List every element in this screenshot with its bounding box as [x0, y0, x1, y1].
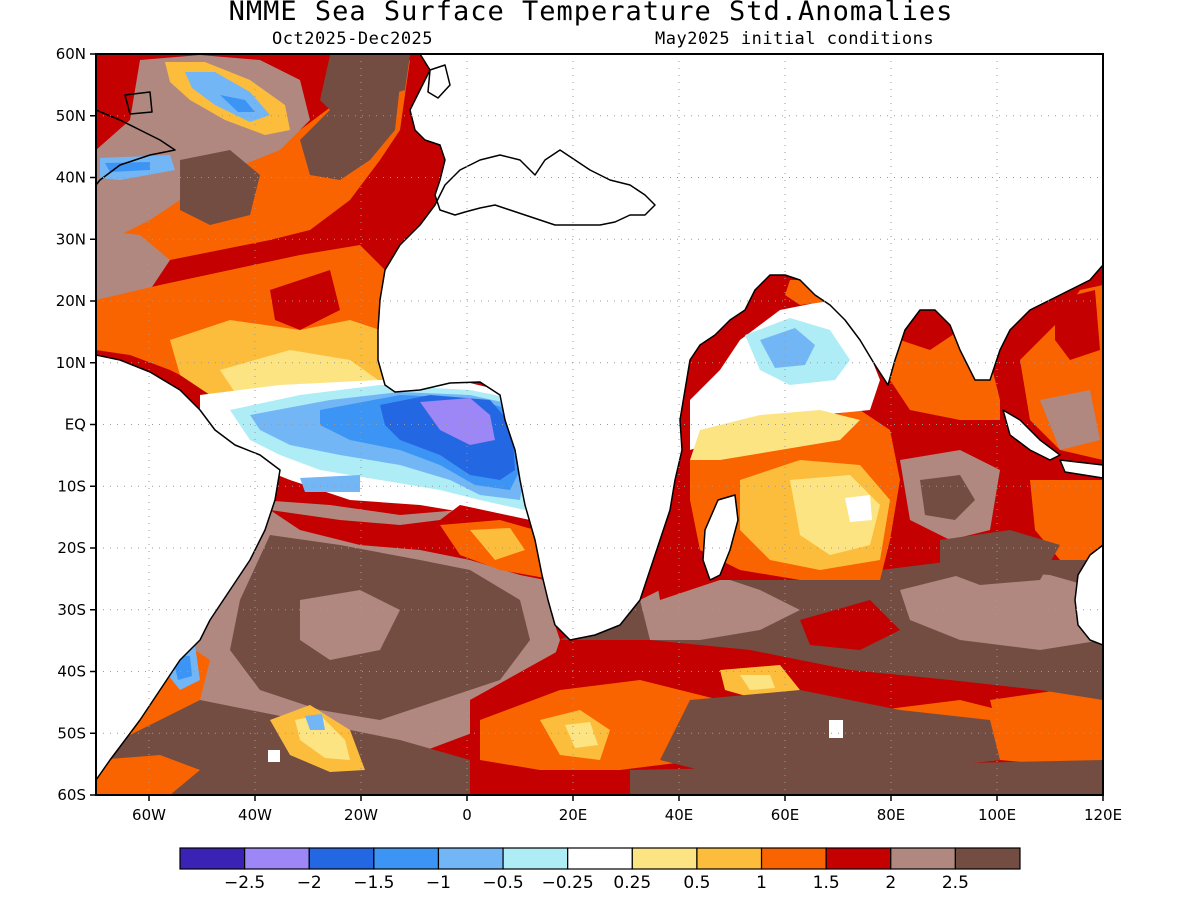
anomaly-region: [220, 95, 255, 112]
longitude-label: 40W: [238, 806, 272, 824]
colorbar-swatch: [760, 847, 827, 870]
anomaly-region: [470, 528, 525, 560]
longitude-label: 0: [462, 806, 472, 824]
colorbar-swatch: [244, 847, 310, 870]
longitude-label: 60W: [132, 806, 166, 824]
latitude-labels: 60N 50N 40N 30N 20N 10N EQ 10S 20S 30S 40S 50S 60S: [56, 45, 86, 804]
landmass: [268, 750, 280, 762]
latitude-label: 40S: [57, 663, 86, 681]
longitude-labels: 60W 40W 20W 0 20E 40E 60E 80E 100E 120E: [132, 806, 1122, 824]
colorbar-label: −0.5: [482, 873, 523, 893]
colorbar-swatch: [825, 847, 892, 870]
colorbar-label: −2: [297, 873, 322, 893]
longitude-label: 40E: [665, 806, 694, 824]
latitude-label: 30N: [56, 230, 86, 248]
anomaly-region: [300, 85, 400, 180]
anomaly-region: [900, 570, 1103, 650]
longitude-label: 60E: [771, 806, 800, 824]
anomaly-region: [300, 475, 360, 492]
colorbar-swatch: [954, 847, 1021, 870]
longitude-label: 120E: [1084, 806, 1122, 824]
anomaly-region: [740, 675, 775, 690]
latitude-label: 10N: [56, 354, 86, 372]
landmass: [1059, 459, 1103, 479]
latitude-label: 10S: [57, 477, 86, 495]
colorbar-label: −1: [426, 873, 451, 893]
anomaly-region: [180, 150, 260, 225]
colorbar-label: 2.5: [942, 873, 969, 893]
anomaly-region: [790, 475, 880, 555]
latitude-label: 50S: [57, 724, 86, 742]
anomaly-region: [630, 760, 1103, 795]
latitude-label: 20S: [57, 539, 86, 557]
latitude-label: 30S: [57, 601, 86, 619]
landmass: [1074, 544, 1103, 646]
colorbar-label: 1: [756, 873, 767, 893]
latitude-label: 60N: [56, 45, 86, 63]
colorbar-label: −0.25: [542, 873, 594, 893]
longitude-label: 20E: [559, 806, 588, 824]
anomaly-region: [845, 495, 872, 522]
map-title: NMME Sea Surface Temperature Std.Anomali…: [228, 0, 954, 27]
anomaly-region: [96, 755, 200, 795]
anomaly-region: [940, 530, 1060, 585]
anomaly-region: [305, 714, 325, 730]
anomaly-region: [565, 722, 598, 748]
latitude-label: 40N: [56, 169, 86, 187]
colorbar-swatch: [373, 847, 440, 870]
landmass: [427, 64, 451, 99]
anomaly-region: [105, 162, 150, 172]
colorbar-swatch: [502, 847, 569, 870]
anomaly-region: [1055, 290, 1100, 360]
colorbar-swatch: [696, 847, 763, 870]
longitude-label: 80E: [877, 806, 906, 824]
landmass: [124, 91, 153, 115]
colorbar-label: 0.25: [613, 873, 651, 893]
landmass: [377, 54, 1103, 641]
anomaly-field: [96, 54, 1103, 795]
anomaly-region: [690, 410, 860, 460]
anomaly-region: [920, 475, 975, 520]
axis-ticks: [90, 53, 1104, 801]
anomaly-region: [760, 328, 815, 368]
landmass: [702, 494, 739, 581]
colorbar-label: −1.5: [353, 873, 394, 893]
latitude-label: 50N: [56, 107, 86, 125]
initial-conditions: May2025 initial conditions: [655, 29, 935, 49]
latitude-label: EQ: [65, 416, 86, 434]
colorbar-label: −2.5: [224, 873, 265, 893]
anomaly-region: [1040, 390, 1100, 450]
colorbar-swatch: [437, 847, 504, 870]
colorbar-swatch: [179, 847, 246, 870]
colorbar-label: 0.5: [683, 873, 710, 893]
latitude-label: 60S: [57, 786, 86, 804]
anomaly-region: [270, 270, 340, 330]
landmass: [96, 54, 176, 186]
landmass: [96, 354, 281, 781]
latitude-label: 20N: [56, 292, 86, 310]
anomaly-region: [800, 600, 900, 650]
longitude-label: 100E: [978, 806, 1016, 824]
forecast-period: Oct2025-Dec2025: [272, 29, 434, 49]
colorbar: −2.5 −2 −1.5 −1 −0.5 −0.25 0.25 0.5 1 1.5 2 2.5: [179, 847, 1021, 893]
anomaly-region: [990, 690, 1103, 760]
longitude-label: 20W: [344, 806, 378, 824]
anomaly-region: [1030, 480, 1103, 560]
colorbar-swatch: [308, 847, 375, 870]
anomaly-region: [420, 398, 495, 445]
colorbar-swatch: [631, 847, 698, 870]
colorbar-label: 2: [885, 873, 896, 893]
colorbar-label: 1.5: [813, 873, 840, 893]
colorbar-swatch: [890, 847, 956, 870]
landmass: [829, 720, 843, 738]
landmass: [1002, 409, 1061, 461]
anomaly-region: [96, 230, 170, 305]
colorbar-swatch: [567, 847, 633, 870]
anomaly-region: [320, 55, 410, 120]
land-mask: [96, 54, 1103, 781]
anomaly-region: [300, 590, 400, 660]
